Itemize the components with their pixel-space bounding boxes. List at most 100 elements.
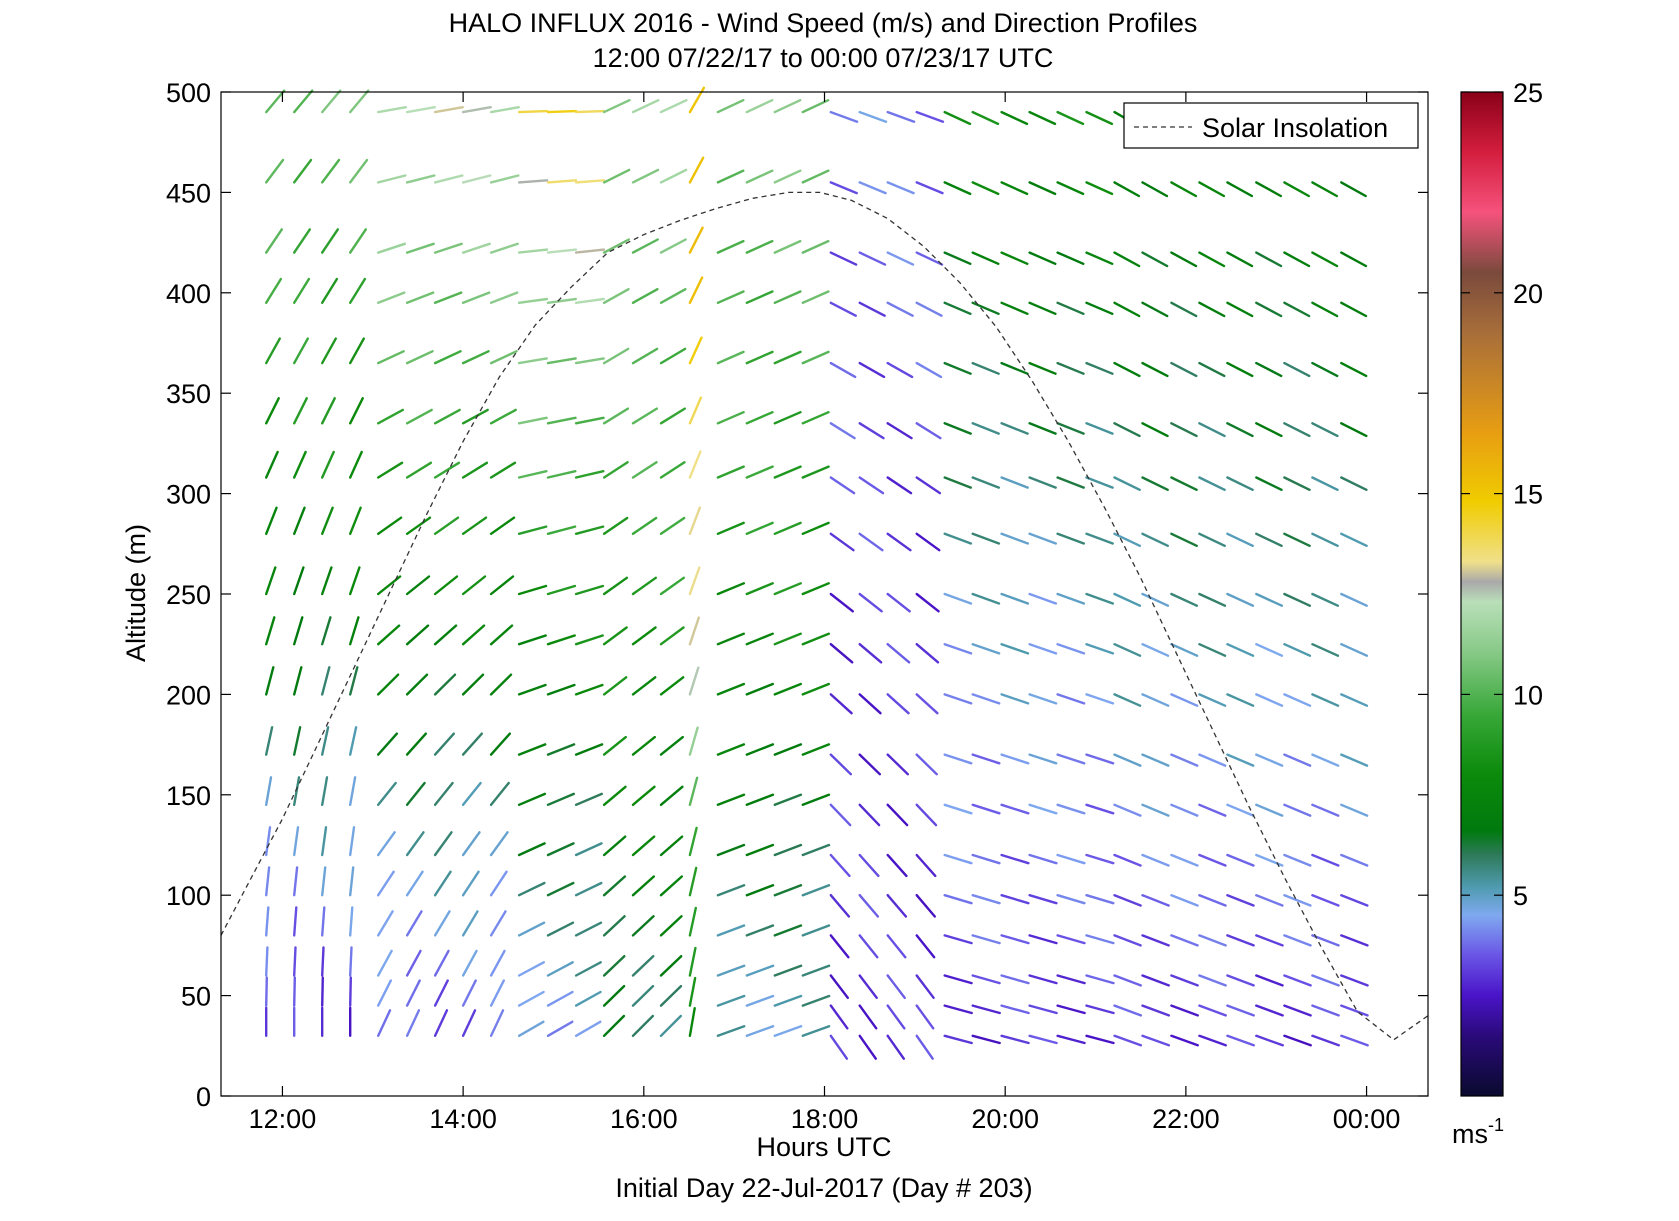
wind-barb [517,109,549,114]
wind-barb [1056,592,1086,605]
wind-barb [461,732,483,756]
wind-barb [659,676,685,696]
wind-barb [1283,974,1312,987]
wind-barb [433,910,451,937]
wind-barb [829,1034,849,1060]
wind-barb [293,776,301,806]
wind-barb [546,248,578,254]
wind-barb [265,866,271,897]
wind-barb [801,964,831,977]
y-tick-label: 250 [166,580,211,610]
wind-barb [858,532,884,552]
wind-barb [943,110,972,126]
wind-barb [1170,753,1199,767]
wind-barb [546,634,576,646]
wind-barb [433,350,462,365]
wind-barb [858,251,887,266]
wind-barb [1255,251,1283,268]
wind-barb [1000,1004,1030,1015]
wind-barb [1170,974,1199,987]
wind-barb [801,465,830,479]
wind-barb [321,506,334,535]
wind-barb [293,158,313,184]
wind-barb [1283,476,1311,491]
wind-barb [321,397,336,425]
wind-barb [405,831,425,857]
wind-barb [1226,361,1254,378]
x-tick-label: 16:00 [610,1104,678,1134]
wind-barb [377,575,402,596]
y-tick-label: 450 [166,178,211,208]
wind-barb [489,624,514,646]
wind-barb [1198,753,1227,767]
wind-barb [293,228,311,254]
wind-barb [574,683,604,696]
wind-barb [349,616,360,646]
wind-barb [829,181,858,195]
wind-barb [321,826,328,857]
wind-barb [745,924,775,937]
wind-barb [716,1024,746,1038]
wind-barb [321,866,327,897]
colorbar-gradient [1460,91,1504,1097]
wind-barb [1170,934,1199,947]
wind-barb [1028,693,1058,705]
wind-barb [801,743,831,756]
wind-barb [1198,361,1226,378]
wind-barb [1198,1004,1227,1017]
colorbar-tick-label: 20 [1513,279,1543,309]
wind-barb [265,666,275,696]
wind-barb [1283,361,1311,378]
wind-barb [461,242,491,254]
wind-barb [943,1034,973,1045]
wind-barb [659,955,683,977]
wind-barb [1198,422,1226,438]
wind-barb [574,990,602,1007]
wind-barb [1000,251,1029,265]
wind-barb [349,866,355,897]
wind-barb [1198,894,1227,907]
chart-title: HALO INFLUX 2016 - Wind Speed (m/s) and … [449,8,1198,38]
wind-barb [886,251,915,266]
wind-barb [602,576,629,596]
wind-barb [546,525,577,535]
wind-barb [546,743,576,756]
wind-barb [716,98,745,114]
wind-barb [745,994,775,1007]
wind-barb [1226,1004,1255,1017]
wind-barb [321,616,332,646]
wind-barb [1283,1034,1312,1047]
wind-barb [745,411,774,425]
wind-barb [517,634,547,646]
wind-barb [1340,476,1368,491]
wind-barb [1000,974,1030,985]
wind-barb [1141,974,1170,987]
wind-barb [546,357,577,365]
wind-barb [574,179,606,184]
wind-barb [631,238,659,254]
wind-barb [1198,974,1227,987]
wind-barb [377,831,396,857]
wind-barb [773,793,803,806]
wind-barb [1113,894,1142,907]
wind-barb [461,831,481,857]
wind-barb [745,239,774,254]
wind-barb [1226,301,1254,318]
wind-barb [1113,422,1141,438]
wind-barb [1226,251,1254,268]
wind-barb [405,516,432,535]
wind-barb [886,753,909,776]
wind-barb [1226,1034,1255,1047]
wind-barb [773,350,802,365]
wind-barb [265,946,269,977]
wind-barb [293,906,298,937]
wind-barb [716,964,746,977]
wind-barb [489,781,510,806]
wind-barb [631,735,656,756]
wind-barb [1311,251,1339,268]
colorbar-tick-label: 10 [1513,680,1543,710]
wind-barb [546,584,577,596]
wind-barb [1141,1004,1171,1017]
wind-barb [631,875,655,897]
